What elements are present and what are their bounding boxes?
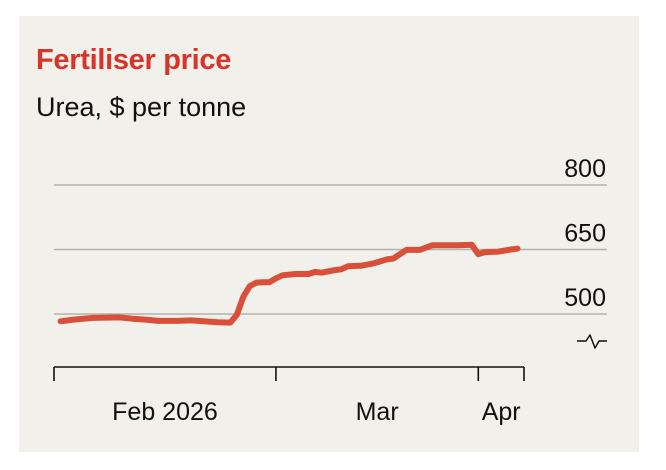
axis-break-icon [577, 334, 607, 349]
x-tick-label: Mar [356, 398, 399, 426]
x-tick-label: Apr [482, 398, 521, 426]
x-tick-label: Feb 2026 [112, 398, 218, 426]
y-tick-label: 800 [564, 155, 606, 183]
chart-card [19, 16, 639, 452]
y-tick-label: 650 [564, 220, 606, 248]
y-tick-label: 500 [564, 284, 606, 312]
chart-title: Fertiliser price [36, 44, 232, 76]
chart-subtitle: Urea, $ per tonne [36, 92, 247, 122]
series-line [57, 241, 521, 326]
